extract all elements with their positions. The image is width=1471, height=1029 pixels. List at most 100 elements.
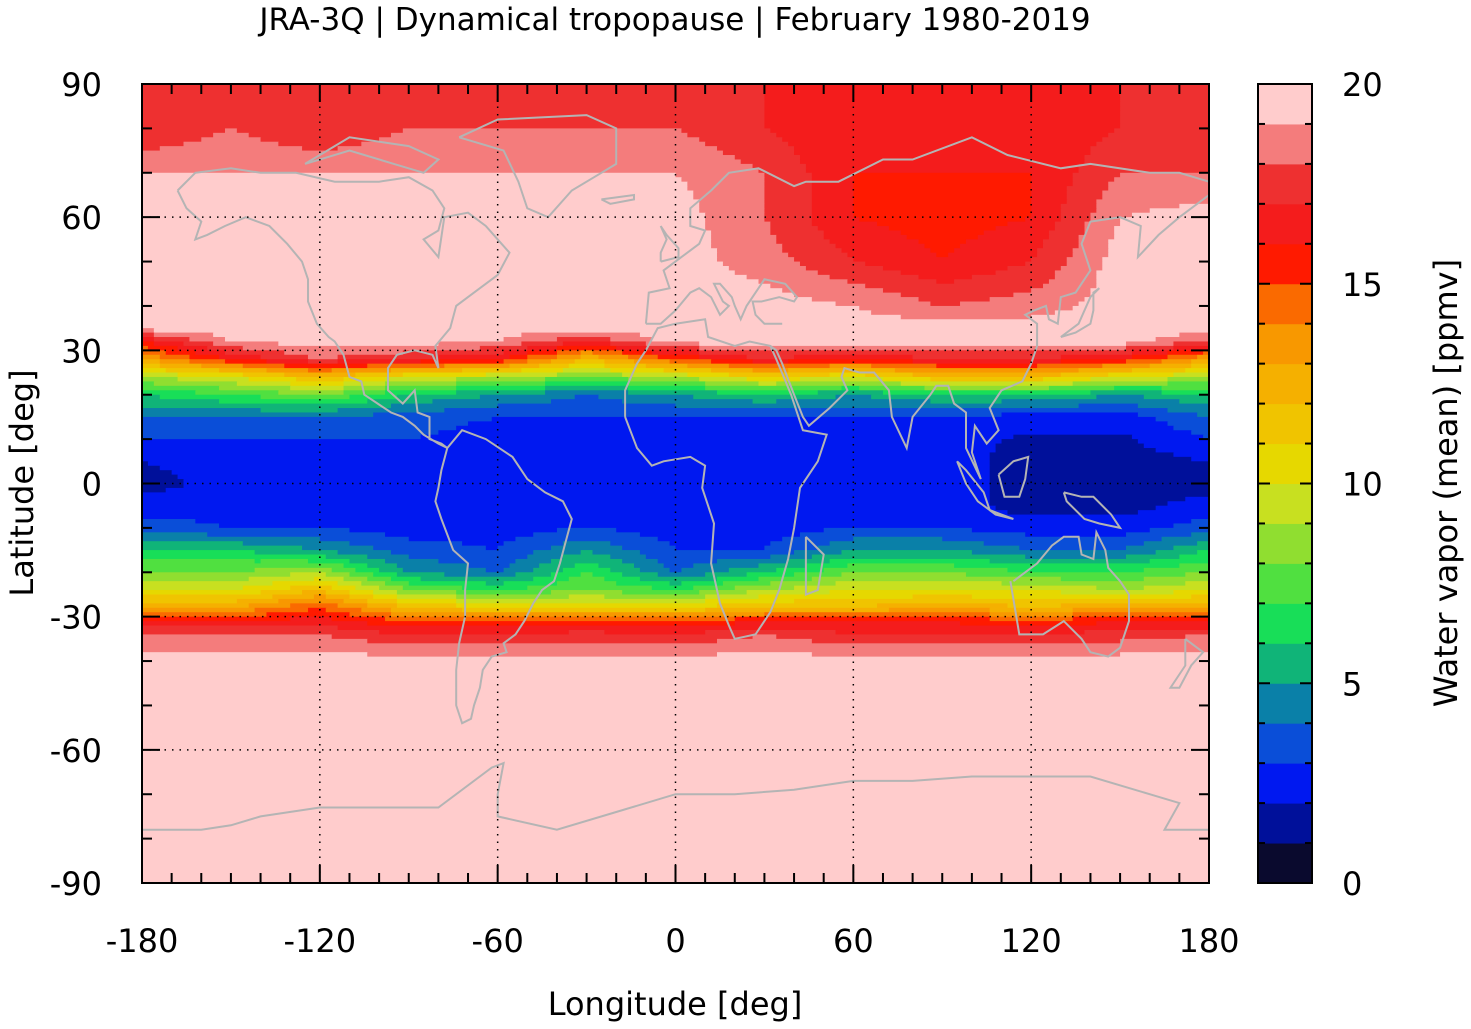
field-cell <box>1114 385 1163 391</box>
field-cell <box>776 381 902 387</box>
field-cell <box>142 283 771 289</box>
field-cell <box>1054 310 1210 316</box>
field-cell <box>361 141 706 147</box>
field-cell <box>1126 554 1180 560</box>
coastline <box>1168 638 1205 689</box>
field-cell <box>390 368 463 374</box>
field-cell <box>1037 363 1103 369</box>
coastline <box>645 278 799 325</box>
field-cell <box>142 359 161 365</box>
field-cell <box>1072 172 1121 178</box>
field-cell <box>989 616 1074 622</box>
field-cell <box>1060 372 1109 378</box>
field-cell <box>847 279 937 285</box>
field-cell <box>1108 372 1175 378</box>
field-cell <box>509 363 540 369</box>
field-cell <box>770 581 837 587</box>
field-cell <box>960 301 1080 307</box>
field-cell <box>1078 243 1109 249</box>
field-cell <box>1084 159 1210 165</box>
field-cell <box>699 350 1133 356</box>
field-cell <box>995 226 1056 232</box>
field-cell <box>343 376 386 383</box>
field-cell <box>278 390 345 396</box>
field-cell <box>444 572 517 578</box>
field-cell <box>195 519 1192 525</box>
field-cell <box>290 385 345 391</box>
field-cell <box>142 447 997 454</box>
coastline <box>176 167 511 449</box>
field-cell <box>971 274 1056 280</box>
field-cell <box>284 372 356 378</box>
field-cell <box>1203 350 1210 356</box>
field-cell <box>711 230 771 236</box>
field-cell <box>651 337 1157 343</box>
field-cell <box>829 590 1062 596</box>
field-cell <box>1001 412 1139 418</box>
colorbar-tick-label: 20 <box>1342 66 1383 104</box>
field-cell <box>746 274 831 280</box>
field-cell <box>456 385 546 391</box>
field-cell <box>307 607 327 613</box>
field-cell <box>213 332 522 338</box>
field-cell <box>325 554 368 560</box>
colorbar-band <box>1258 323 1312 365</box>
field-cell <box>604 594 706 600</box>
field-cell <box>983 230 1050 236</box>
field-cell <box>1090 376 1169 383</box>
field-cell <box>734 155 801 161</box>
field-cell <box>716 638 813 644</box>
field-cell <box>325 594 351 600</box>
field-cell <box>705 226 771 232</box>
field-cell <box>853 199 1032 205</box>
field-cell <box>545 390 629 396</box>
field-cell <box>900 381 1074 387</box>
field-cell <box>349 558 386 564</box>
field-cell <box>1173 425 1210 431</box>
field-cell <box>918 274 973 280</box>
field-cell <box>213 341 279 347</box>
field-cell <box>954 248 1038 254</box>
field-cell <box>1120 106 1210 112</box>
field-cell <box>794 354 914 360</box>
field-cell <box>142 430 439 436</box>
field-cell <box>995 443 1145 449</box>
field-cell <box>1131 350 1169 356</box>
field-cell <box>681 581 724 587</box>
field-cell <box>142 465 161 471</box>
field-cell <box>142 843 1210 849</box>
field-cell <box>556 337 611 343</box>
field-cell <box>610 541 671 547</box>
colorbar-tick-label: 10 <box>1342 466 1383 504</box>
field-cell <box>307 354 339 360</box>
field-cell <box>224 359 268 365</box>
field-cell <box>272 581 339 587</box>
field-cell <box>746 572 795 578</box>
field-cell <box>989 501 1169 507</box>
field-cell <box>153 337 191 343</box>
field-cell <box>722 581 771 587</box>
field-cell <box>142 412 374 418</box>
field-cell <box>142 638 368 644</box>
field-cell <box>402 372 487 378</box>
field-cell <box>811 208 854 214</box>
field-cell <box>142 798 1210 804</box>
field-cell <box>693 394 837 400</box>
field-cell <box>788 252 849 258</box>
field-cell <box>367 638 718 644</box>
field-cell <box>1090 212 1133 218</box>
field-cell <box>1120 88 1210 94</box>
field-cell <box>142 132 214 138</box>
field-cell <box>556 372 623 378</box>
field-cell <box>349 612 392 618</box>
field-cell <box>1007 567 1145 573</box>
field-cell <box>989 558 1151 564</box>
field-cell <box>1007 510 1139 516</box>
field-cell <box>539 563 576 569</box>
field-cell <box>811 217 860 223</box>
field-cell <box>711 243 783 249</box>
field-cell <box>266 612 351 618</box>
field-cell <box>390 607 463 613</box>
field-cell <box>811 177 854 183</box>
field-cell <box>142 758 1210 764</box>
